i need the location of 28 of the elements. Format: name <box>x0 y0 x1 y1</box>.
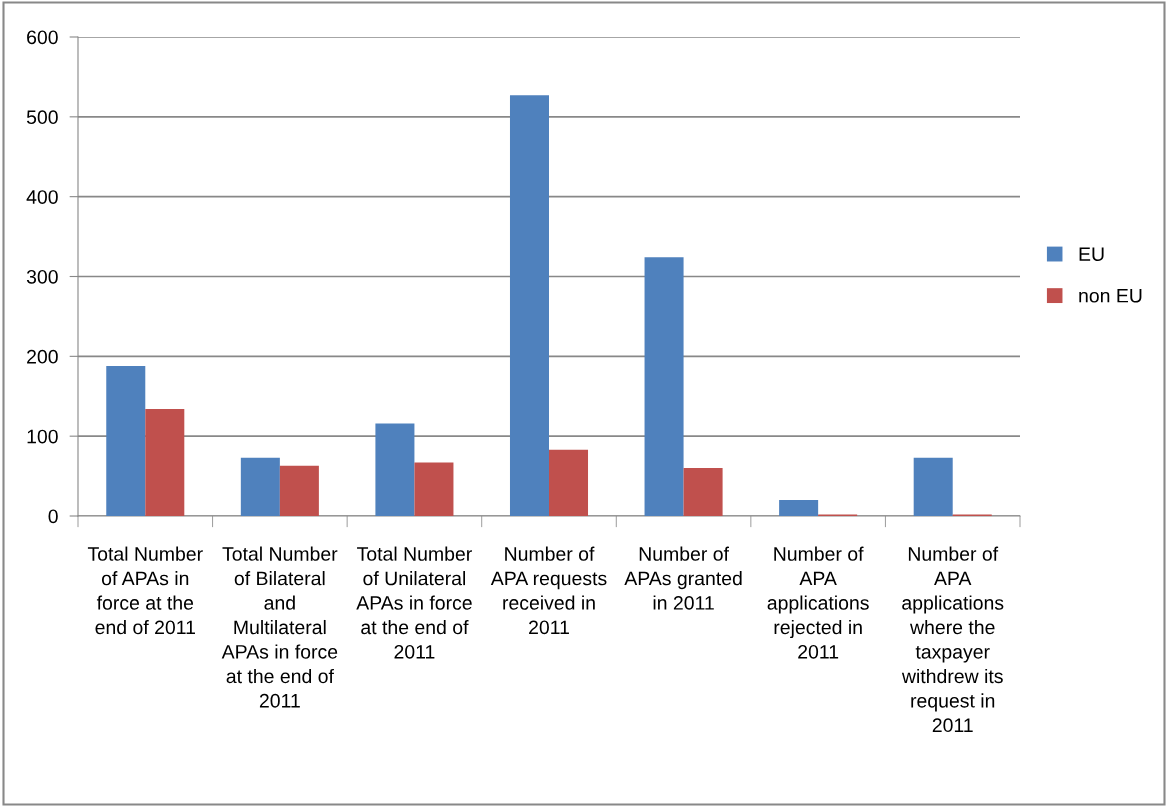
x-tick-label: Total Number of APAs in force at the end of 2011 <box>87 546 203 635</box>
y-tick-label: 500 <box>26 110 58 125</box>
y-tick-label: 200 <box>27 349 58 364</box>
bar <box>240 457 280 516</box>
bar <box>145 409 185 516</box>
x-tick-label: Number of APA applications where the taxpayer withdrew its request in 2011 <box>901 546 1004 733</box>
y-tick-label: 600 <box>27 30 58 45</box>
bar <box>375 423 415 516</box>
x-tick-label: Total Number of Unilateral APAs in force at the end of 2011 <box>356 546 472 659</box>
bar <box>644 257 684 516</box>
y-tick-label: 0 <box>48 509 58 524</box>
x-tick-label: Number of APAs granted in 2011 <box>624 546 742 610</box>
bar <box>509 95 549 516</box>
bar <box>279 465 319 516</box>
bar <box>779 500 819 516</box>
bar <box>106 365 146 516</box>
legend-label: non EU <box>1079 288 1142 303</box>
bar <box>414 462 454 516</box>
x-tick-label: Number of APA requests received in 2011 <box>490 546 607 635</box>
x-tick-label: Number of APA applications rejected in 2011 <box>767 546 869 659</box>
x-tick-label: Total Number of Bilateral and Multilateral APAs in force at the end of 2011 <box>221 546 338 708</box>
bar <box>549 449 589 516</box>
bar <box>913 457 953 516</box>
y-tick-label: 300 <box>26 269 58 284</box>
bar <box>683 468 723 516</box>
y-tick-label: 100 <box>27 429 58 444</box>
legend-label: EU <box>1079 247 1104 261</box>
y-tick-label: 400 <box>26 190 58 204</box>
